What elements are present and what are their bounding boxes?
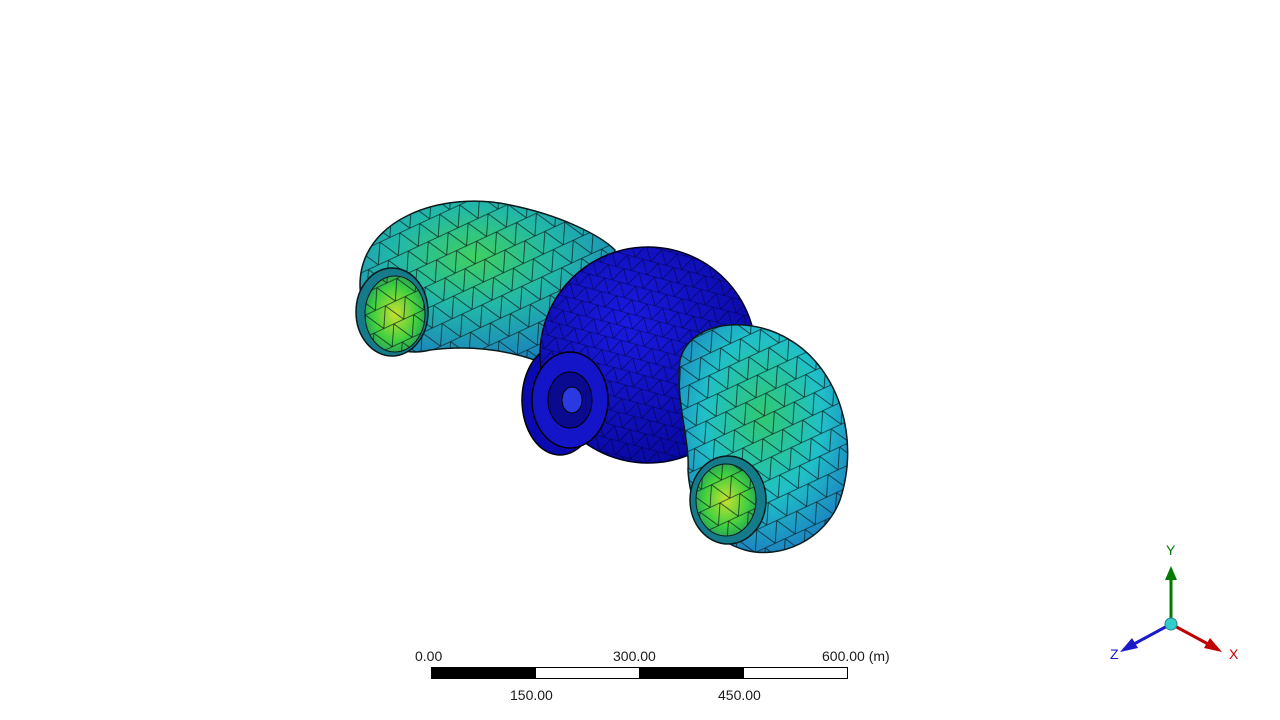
scale-label-300: 300.00 <box>613 648 656 664</box>
scale-segment-3 <box>639 667 744 679</box>
scale-label-600: 600.00 (m) <box>822 648 890 664</box>
scale-bar: 0.00 300.00 600.00 (m) 150.00 450.00 <box>400 645 920 715</box>
z-axis-label: Z <box>1110 646 1119 662</box>
right-elbow <box>678 324 849 554</box>
scale-label-450: 450.00 <box>718 687 761 703</box>
scale-label-150: 150.00 <box>510 687 553 703</box>
scale-segment-1 <box>431 667 536 679</box>
scale-segment-4 <box>743 667 848 679</box>
y-axis-label: Y <box>1166 542 1176 558</box>
triad-graphic <box>1120 566 1222 652</box>
scale-segment-2 <box>535 667 640 679</box>
axis-triad[interactable]: Y X Z <box>1100 540 1250 670</box>
x-axis-label: X <box>1229 646 1239 662</box>
scale-label-0: 0.00 <box>415 648 443 664</box>
